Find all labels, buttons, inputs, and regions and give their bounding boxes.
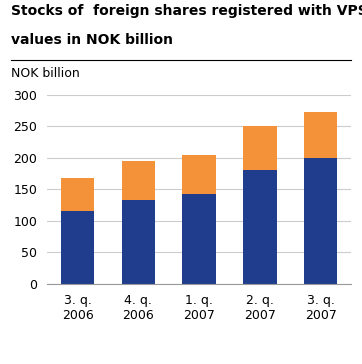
Bar: [182, 194, 216, 284]
Bar: [243, 170, 277, 284]
Bar: [122, 161, 155, 200]
Text: Stocks of  foreign shares registered with VPS. Market: Stocks of foreign shares registered with…: [11, 4, 362, 17]
Bar: [182, 155, 216, 194]
Bar: [122, 200, 155, 284]
Bar: [61, 211, 94, 284]
Bar: [304, 112, 337, 158]
Text: NOK billion: NOK billion: [11, 67, 80, 80]
Text: values in NOK billion: values in NOK billion: [11, 33, 173, 47]
Bar: [304, 158, 337, 284]
Bar: [61, 178, 94, 211]
Bar: [243, 126, 277, 170]
